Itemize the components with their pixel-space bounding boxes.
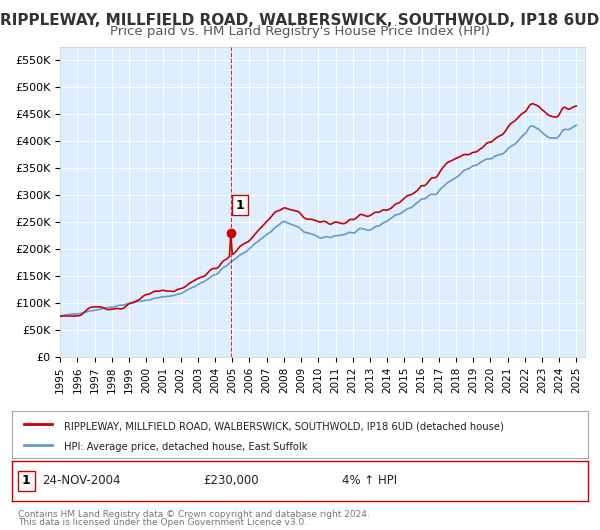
Text: Price paid vs. HM Land Registry's House Price Index (HPI): Price paid vs. HM Land Registry's House … [110, 25, 490, 39]
Text: 1: 1 [236, 199, 244, 211]
Text: £230,000: £230,000 [203, 474, 259, 488]
Text: This data is licensed under the Open Government Licence v3.0.: This data is licensed under the Open Gov… [18, 518, 307, 527]
Text: HPI: Average price, detached house, East Suffolk: HPI: Average price, detached house, East… [64, 442, 307, 452]
Text: 24-NOV-2004: 24-NOV-2004 [42, 474, 121, 488]
Text: Contains HM Land Registry data © Crown copyright and database right 2024.: Contains HM Land Registry data © Crown c… [18, 510, 370, 519]
Text: RIPPLEWAY, MILLFIELD ROAD, WALBERSWICK, SOUTHWOLD, IP18 6UD: RIPPLEWAY, MILLFIELD ROAD, WALBERSWICK, … [1, 13, 599, 28]
Text: RIPPLEWAY, MILLFIELD ROAD, WALBERSWICK, SOUTHWOLD, IP18 6UD (detached house): RIPPLEWAY, MILLFIELD ROAD, WALBERSWICK, … [64, 421, 504, 431]
Text: 1: 1 [22, 474, 31, 488]
Text: 4% ↑ HPI: 4% ↑ HPI [341, 474, 397, 488]
